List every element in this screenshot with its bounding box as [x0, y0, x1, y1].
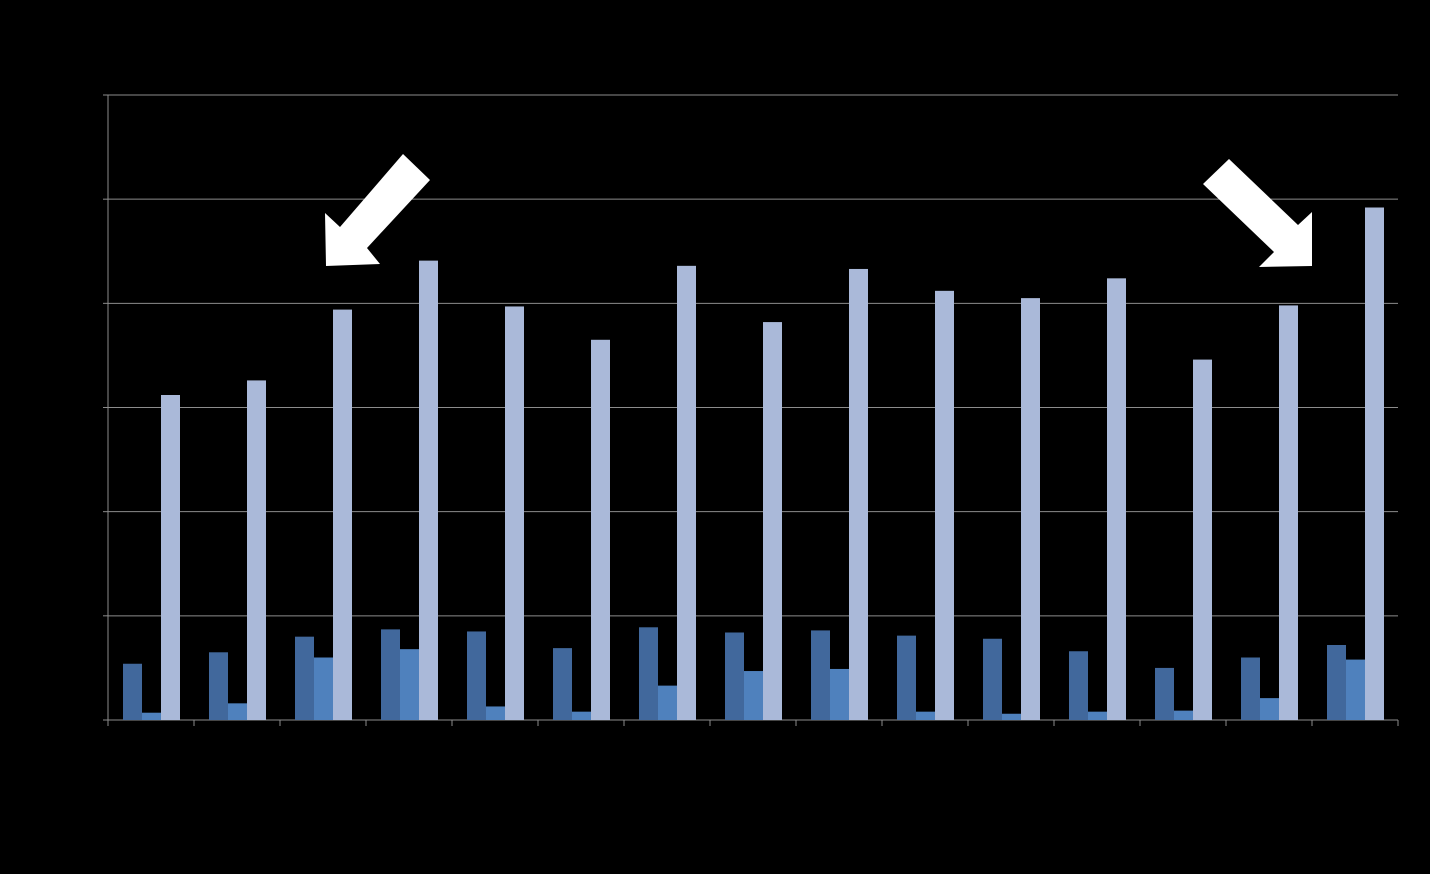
bar: [314, 657, 333, 720]
bar: [1327, 645, 1346, 720]
bar: [1279, 305, 1298, 720]
bar: [228, 703, 247, 720]
bar: [897, 635, 916, 720]
arrow: [325, 154, 430, 266]
bar: [247, 380, 266, 720]
bar: [572, 711, 591, 720]
bar: [123, 663, 142, 720]
bar: [1002, 713, 1021, 720]
bar: [916, 711, 935, 720]
bar: [142, 712, 161, 720]
bar: [591, 339, 610, 720]
bar: [811, 630, 830, 720]
bar: [849, 268, 868, 720]
bar: [419, 260, 438, 720]
bar: [467, 631, 486, 720]
bar: [1193, 359, 1212, 720]
bar: [658, 685, 677, 720]
bar: [725, 632, 744, 720]
bar: [505, 306, 524, 720]
arrow: [1203, 159, 1312, 267]
bar: [983, 638, 1002, 720]
bar: [553, 648, 572, 720]
bar: [1241, 657, 1260, 720]
bar: [381, 629, 400, 720]
bar: [1260, 698, 1279, 720]
bar: [161, 395, 180, 720]
bar: [1155, 667, 1174, 720]
bar: [677, 265, 696, 720]
bar: [1346, 659, 1365, 720]
bar: [486, 706, 505, 720]
plot: [103, 94, 1399, 726]
bar: [830, 668, 849, 720]
bar: [333, 309, 352, 720]
bar: [763, 322, 782, 720]
bar: [1069, 651, 1088, 720]
bar: [744, 671, 763, 720]
bar: [209, 652, 228, 720]
bar: [1021, 298, 1040, 720]
bar: [935, 290, 954, 720]
bar: [639, 627, 658, 720]
bar: [1088, 711, 1107, 720]
bar: [1365, 207, 1384, 720]
bar: [1174, 710, 1193, 720]
bar: [1107, 278, 1126, 720]
bar: [295, 636, 314, 720]
bar: [400, 649, 419, 720]
